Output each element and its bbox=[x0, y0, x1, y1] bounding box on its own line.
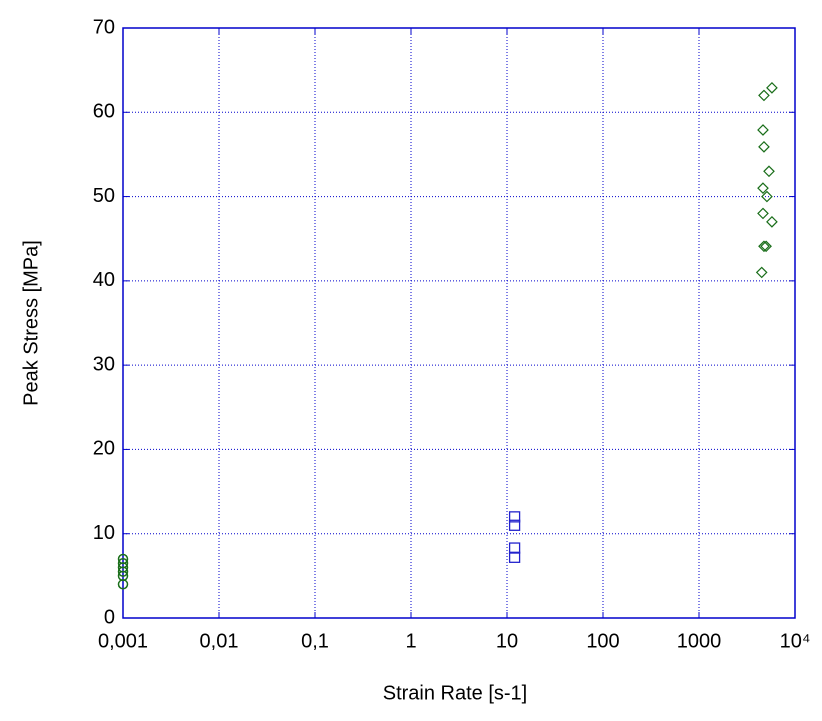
point bbox=[758, 140, 770, 153]
x-tick-label: 0,1 bbox=[301, 630, 329, 652]
x-tick-label: 10⁴ bbox=[780, 630, 811, 652]
x-tick-label: 0,001 bbox=[98, 630, 148, 652]
y-tick-label: 0 bbox=[104, 606, 115, 628]
point bbox=[117, 553, 129, 565]
point bbox=[758, 89, 770, 102]
x-tick-label: 10 bbox=[496, 630, 518, 652]
point bbox=[761, 190, 773, 203]
point bbox=[758, 240, 770, 253]
point bbox=[763, 165, 775, 178]
point bbox=[508, 519, 521, 531]
y-tick-label: 10 bbox=[93, 522, 115, 544]
x-tick-label: 1 bbox=[405, 630, 416, 652]
y-tick-label: 20 bbox=[93, 438, 115, 460]
x-tick-label: 100 bbox=[586, 630, 619, 652]
point bbox=[757, 207, 769, 220]
point bbox=[760, 240, 772, 253]
x-tick-label: 1000 bbox=[677, 630, 722, 652]
y-tick-label: 30 bbox=[93, 353, 115, 375]
point bbox=[757, 124, 769, 136]
y-tick-label: 70 bbox=[93, 16, 115, 38]
y-axis-label: Peak Stress [MPa] bbox=[20, 240, 42, 406]
y-tick-label: 40 bbox=[93, 269, 115, 291]
point bbox=[755, 266, 768, 279]
point bbox=[508, 511, 521, 523]
point bbox=[757, 182, 769, 194]
point bbox=[766, 216, 778, 228]
point bbox=[508, 542, 521, 554]
y-tick-label: 50 bbox=[93, 185, 115, 207]
point bbox=[508, 551, 521, 563]
plot-frame bbox=[122, 27, 796, 619]
x-axis-label: Strain Rate [s-1] bbox=[383, 682, 528, 704]
point bbox=[117, 557, 129, 569]
x-tick-label: 0,01 bbox=[200, 630, 239, 652]
point bbox=[766, 81, 778, 94]
y-tick-label: 60 bbox=[93, 101, 115, 123]
